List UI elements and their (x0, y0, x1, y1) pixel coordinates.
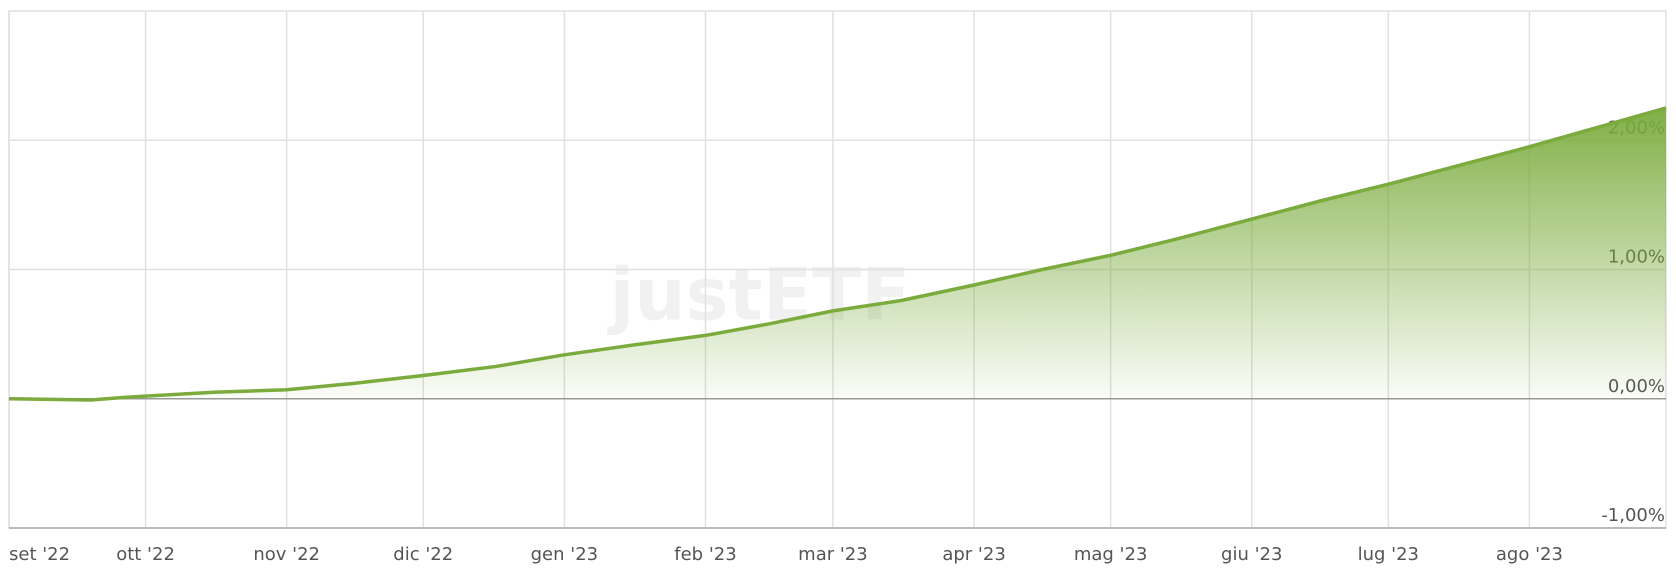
x-tick-label: ott '22 (116, 544, 175, 565)
y-tick-label: -1,00% (1601, 505, 1665, 526)
x-tick-label: set '22 (9, 544, 70, 565)
x-tick-label: lug '23 (1358, 544, 1419, 565)
x-tick-label: giu '23 (1221, 544, 1282, 565)
x-tick-label: nov '22 (253, 544, 320, 565)
x-tick-label: apr '23 (942, 544, 1005, 565)
area-fill (9, 107, 1666, 401)
x-tick-label: ago '23 (1496, 544, 1563, 565)
line (8, 106, 1667, 402)
x-tick-label: mar '23 (798, 544, 868, 565)
x-tick-label: mag '23 (1074, 544, 1148, 565)
x-tick-label: gen '23 (531, 544, 598, 565)
x-tick-label: feb '23 (674, 544, 736, 565)
x-tick-label: dic '22 (393, 544, 453, 565)
